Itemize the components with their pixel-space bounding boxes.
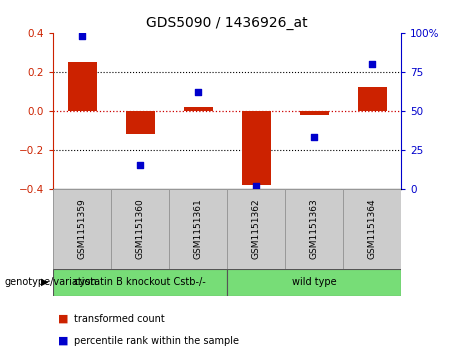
- Text: GSM1151361: GSM1151361: [194, 198, 202, 259]
- Title: GDS5090 / 1436926_at: GDS5090 / 1436926_at: [146, 16, 308, 30]
- Bar: [343, 189, 401, 269]
- Bar: [111, 189, 169, 269]
- Text: GSM1151359: GSM1151359: [77, 198, 87, 259]
- Bar: [67, 62, 96, 111]
- Bar: [227, 269, 401, 296]
- Text: cystatin B knockout Cstb-/-: cystatin B knockout Cstb-/-: [74, 277, 206, 287]
- Point: [78, 33, 86, 39]
- Bar: [358, 87, 387, 111]
- Bar: [285, 189, 343, 269]
- Bar: [300, 111, 329, 115]
- Text: ■: ■: [58, 336, 68, 346]
- Bar: [125, 111, 154, 134]
- Text: GSM1151360: GSM1151360: [136, 198, 145, 259]
- Text: GSM1151362: GSM1151362: [252, 198, 260, 259]
- Text: GSM1151364: GSM1151364: [367, 198, 377, 259]
- Bar: [169, 189, 227, 269]
- Point: [195, 89, 202, 95]
- Bar: [242, 111, 271, 185]
- Point: [252, 183, 260, 188]
- Bar: [53, 189, 111, 269]
- Text: GSM1151363: GSM1151363: [309, 198, 319, 259]
- Point: [368, 61, 376, 67]
- Text: ■: ■: [58, 314, 68, 324]
- Text: wild type: wild type: [292, 277, 337, 287]
- Point: [136, 163, 144, 168]
- Point: [310, 134, 318, 140]
- Bar: [183, 107, 213, 111]
- Text: percentile rank within the sample: percentile rank within the sample: [74, 336, 239, 346]
- Bar: [53, 269, 227, 296]
- Text: genotype/variation: genotype/variation: [5, 277, 97, 287]
- Text: ▶: ▶: [41, 277, 48, 287]
- Text: transformed count: transformed count: [74, 314, 165, 324]
- Bar: [227, 189, 285, 269]
